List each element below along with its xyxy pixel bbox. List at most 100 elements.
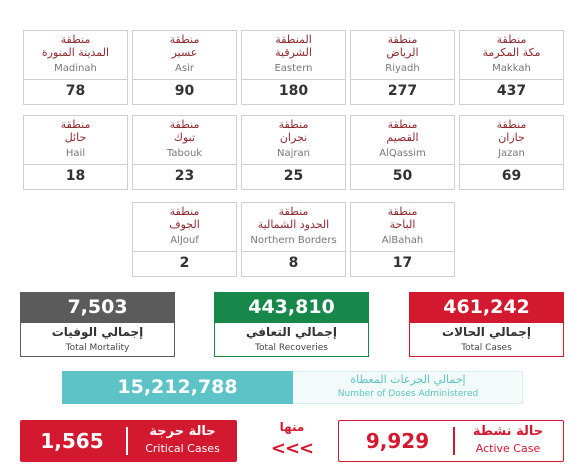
region-count: 23 <box>174 168 195 184</box>
total-english: Total Cases <box>461 343 512 353</box>
region-count: 18 <box>65 168 86 184</box>
region-count: 69 <box>501 168 522 184</box>
active-arabic: حالة نشطة <box>472 424 544 439</box>
region-card <box>241 202 346 277</box>
region-english: Riyadh <box>385 63 420 74</box>
total-value: 461,242 <box>409 292 564 323</box>
region-english: AlQassim <box>379 148 426 159</box>
region-arabic: جازان <box>498 131 525 144</box>
region-arabic: منطقة <box>60 118 91 131</box>
region-arabic: منطقة <box>387 33 418 46</box>
region-english: Najran <box>277 148 310 159</box>
total-arabic: إجمالي الحالات <box>442 325 531 339</box>
region-divider <box>241 79 346 80</box>
critical-english: Critical Cases <box>145 442 220 455</box>
region-arabic: الرياض <box>386 46 419 59</box>
region-arabic: الباحة <box>389 218 416 231</box>
region-count: 50 <box>392 168 413 184</box>
region-arabic: الجوف <box>169 218 200 231</box>
total-value: 7,503 <box>20 292 175 323</box>
region-card <box>132 115 237 190</box>
active-divider <box>453 427 455 455</box>
region-card <box>459 30 564 105</box>
region-english: Asir <box>175 63 194 74</box>
region-divider <box>241 251 346 252</box>
region-card <box>350 30 455 105</box>
region-count: 437 <box>496 83 527 99</box>
region-divider <box>132 79 237 80</box>
doses-english: Number of Doses Administered <box>337 389 479 399</box>
region-english: Tabouk <box>166 148 203 159</box>
region-english: Makkah <box>492 63 531 74</box>
region-divider <box>350 251 455 252</box>
region-divider <box>132 251 237 252</box>
region-english: AlJouf <box>170 235 199 246</box>
region-card <box>350 202 455 277</box>
critical-value: 1,565 <box>40 429 104 453</box>
region-count: 277 <box>387 83 418 99</box>
active-value: 9,929 <box>365 429 430 453</box>
region-arabic: حائل <box>64 131 87 144</box>
region-english: Hail <box>65 148 86 159</box>
region-arabic: المدينة المنورة <box>41 46 110 59</box>
region-arabic: مكة المكرمة <box>482 46 541 59</box>
region-count: 17 <box>392 255 413 271</box>
arrows: <<< <box>270 438 314 459</box>
region-count: 90 <box>174 83 195 99</box>
region-arabic: منطقة <box>278 118 309 131</box>
region-card <box>23 30 128 105</box>
active-english: Active Case <box>475 442 541 455</box>
region-arabic: منطقة <box>387 118 418 131</box>
region-card <box>241 30 346 105</box>
region-card <box>23 115 128 190</box>
region-count: 180 <box>278 83 309 99</box>
region-arabic: عسير <box>171 46 198 59</box>
total-arabic: إجمالي الوفيات <box>51 325 144 339</box>
region-arabic: الشرقية <box>275 46 312 59</box>
region-arabic: الحدود الشمالية <box>257 218 330 231</box>
region-card <box>350 115 455 190</box>
total-english: Total Recoveries <box>254 343 328 353</box>
region-arabic: القصيم <box>386 131 419 144</box>
region-arabic: منطقة <box>496 118 527 131</box>
total-value: 443,810 <box>214 292 369 323</box>
doses-arabic: إجمالي الجرعات المعطاة <box>350 373 466 386</box>
region-divider <box>459 164 564 165</box>
region-english: Northern Borders <box>250 235 337 246</box>
region-arabic: منطقة <box>169 205 200 218</box>
region-count: 25 <box>283 168 304 184</box>
region-divider <box>23 79 128 80</box>
region-arabic: تبوك <box>173 131 196 144</box>
critical-card <box>20 420 237 462</box>
region-count: 78 <box>65 83 86 99</box>
region-english: Madinah <box>54 63 97 74</box>
region-divider <box>459 79 564 80</box>
region-english: Jazan <box>498 148 525 159</box>
region-card <box>132 202 237 277</box>
region-arabic: منطقة <box>169 118 200 131</box>
region-arabic: منطقة <box>387 205 418 218</box>
doses-value: 15,212,788 <box>62 371 293 404</box>
region-english: AlBahah <box>381 235 424 246</box>
region-divider <box>23 164 128 165</box>
region-arabic: منطقة <box>496 33 527 46</box>
region-divider <box>132 164 237 165</box>
region-count: 8 <box>288 255 299 271</box>
region-english: Eastern <box>274 63 313 74</box>
critical-arabic: حالة حرجة <box>149 424 216 439</box>
region-arabic: منطقة <box>278 205 309 218</box>
total-arabic: إجمالي التعافي <box>246 325 337 339</box>
region-arabic: نجران <box>279 131 308 144</box>
region-card <box>241 115 346 190</box>
critical-divider <box>126 427 128 455</box>
region-card <box>132 30 237 105</box>
region-arabic: منطقة <box>60 33 91 46</box>
of-which: منها <box>279 420 305 434</box>
total-english: Total Mortality <box>65 343 130 353</box>
region-divider <box>350 79 455 80</box>
region-count: 2 <box>179 255 190 271</box>
active-card <box>338 420 564 462</box>
region-divider <box>241 164 346 165</box>
region-arabic: منطقة <box>169 33 200 46</box>
